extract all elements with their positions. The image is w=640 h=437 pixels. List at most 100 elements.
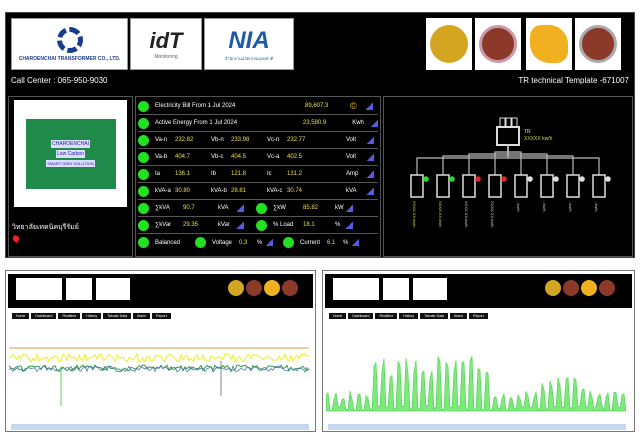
smart-grid-tag: SMART GRID SOLUTION <box>46 160 95 167</box>
energy-row: Active Energy From 1 Jul 2024 23,580.9 Kwh <box>138 115 378 132</box>
feeder-line <box>507 145 522 175</box>
nav-realtime[interactable]: Realtime <box>375 313 398 319</box>
mini-seal <box>563 280 579 296</box>
unit: kVar <box>218 222 230 228</box>
tr-label: TR <box>524 129 531 135</box>
nav-tabular-data[interactable]: Tabular Data <box>420 313 449 319</box>
mini-seal <box>264 280 280 296</box>
feeder-line <box>494 145 509 175</box>
unit: kW <box>335 205 344 211</box>
nav-realtime[interactable]: Realtime <box>58 313 81 319</box>
value: 18.1 <box>303 222 315 228</box>
nav-home[interactable]: Home <box>12 313 30 319</box>
breaker-icon[interactable] <box>540 174 554 198</box>
feeder-status-dot <box>501 176 507 182</box>
nav-tabular-data[interactable]: Tabular Data <box>103 313 132 319</box>
nav-home[interactable]: Home <box>329 313 347 319</box>
label: Vc-n <box>267 137 280 143</box>
label: Current <box>300 239 321 246</box>
vll-row: Va-b 404.7 Vb-c 404.5 Vc-a 402.5 Volt <box>138 149 378 166</box>
breaker-icon[interactable] <box>514 174 528 198</box>
sum-kvar-row: ∑kVar 29.35 kVar % Load 18.1% <box>138 217 378 234</box>
transformer-icon <box>496 126 520 146</box>
signal-icon <box>236 204 244 212</box>
coin-icon: © <box>350 101 357 111</box>
mini-nav: Home Dashboard Realtime History Tabular Data… <box>12 313 171 319</box>
navigator-scrollbar[interactable] <box>328 424 626 430</box>
value: 89,607.3 <box>305 103 329 109</box>
label: Ib <box>211 171 217 177</box>
brand-tag: CHAROENCHAI <box>51 140 90 148</box>
seal-red <box>475 18 521 70</box>
feeder-status-dot <box>475 176 481 182</box>
status-dot <box>256 219 267 231</box>
vln-row: Va-n 232.82 Vb-n 233.98 Vc-n 232.77 Volt <box>138 132 378 149</box>
breaker-icon[interactable] <box>592 174 606 198</box>
mini-logo <box>383 278 409 300</box>
seal-flame <box>526 18 572 70</box>
nav-history[interactable]: History <box>399 313 419 319</box>
bill-row: Electricity Bill From 1 Jul 2024 89,607.3… <box>138 98 378 115</box>
company-name: CHAROENCHAI TRANSFORMER CO., LTD. <box>18 55 121 62</box>
dashboard: CHAROENCHAI TRANSFORMER CO., LTD. idT Mo… <box>5 12 635 258</box>
breaker-icon[interactable] <box>436 174 450 198</box>
amp-row: Ia 136.1 Ib 121.8 Ic 131.2 Amp <box>138 166 378 183</box>
signal-icon <box>366 170 374 178</box>
nav-alarm[interactable]: Alarm <box>133 313 151 319</box>
feeder-line <box>468 145 509 175</box>
feeder-status-dot <box>605 176 611 182</box>
nia-sub: สำนักงานนวัตกรรมแห่งชาติ <box>224 55 274 61</box>
feeder-label: - kw/h <box>516 201 521 212</box>
signal-icon <box>366 136 374 144</box>
bushing-icon <box>511 117 518 128</box>
balance-row: Balanced Voltage 0.3% Current 6.1% <box>138 234 378 251</box>
tr-value: XXXXX kw/h <box>524 136 553 142</box>
unit: kVA <box>346 188 357 194</box>
status-dot <box>138 168 149 180</box>
idt-text: idT <box>149 28 183 53</box>
feeder-status-dot <box>553 176 559 182</box>
label: % Load <box>273 222 294 228</box>
feeder-status-dot <box>579 176 585 182</box>
kva-row: kVA-a 30.80 kVA-b 28.81 kVA-c 30.74 kVA <box>138 183 378 200</box>
feeder-line <box>416 145 509 175</box>
feeder-status-dot <box>449 176 455 182</box>
value: 232.82 <box>175 137 194 143</box>
feeder-label: - kw/h <box>568 201 573 212</box>
nav-dashboard[interactable]: Dashboard <box>31 313 57 319</box>
label: ∑kVA <box>155 205 170 211</box>
unit: Volt <box>346 154 357 160</box>
status-dot <box>195 237 206 248</box>
feeder-line <box>507 145 548 175</box>
navigator-scrollbar[interactable] <box>11 424 309 430</box>
seal-gold <box>426 18 472 70</box>
label: Ic <box>267 171 272 177</box>
breaker-icon[interactable] <box>462 174 476 198</box>
breaker-icon[interactable] <box>488 174 502 198</box>
unit: Kwh <box>352 120 364 126</box>
bushing-icon <box>505 117 512 128</box>
breaker-icon[interactable] <box>566 174 580 198</box>
location-name: วิทยาลัยเทคนิคบุรีรัมย์ <box>12 224 79 231</box>
status-dot <box>283 237 294 248</box>
nav-report[interactable]: Report <box>152 313 171 319</box>
value: 0.3 <box>239 239 248 246</box>
signal-icon <box>366 187 374 195</box>
mini-seal <box>246 280 262 296</box>
mini-seal <box>282 280 298 296</box>
breaker-icon[interactable] <box>410 174 424 198</box>
status-dot <box>256 202 267 214</box>
label: Vb-n <box>211 137 224 143</box>
value: 136.1 <box>175 171 191 177</box>
nav-report[interactable]: Report <box>469 313 488 319</box>
nav-dashboard[interactable]: Dashboard <box>348 313 374 319</box>
feeder-label: - kw/h <box>542 201 547 212</box>
charoenchai-logo: CHAROENCHAI TRANSFORMER CO., LTD. <box>11 18 128 70</box>
nav-alarm[interactable]: Alarm <box>450 313 468 319</box>
label: Voltage <box>212 239 233 246</box>
nav-history[interactable]: History <box>82 313 102 319</box>
label: Ia <box>155 171 161 177</box>
value: 30.80 <box>175 188 191 194</box>
value: 232.77 <box>287 137 306 143</box>
power-chart <box>326 356 627 430</box>
